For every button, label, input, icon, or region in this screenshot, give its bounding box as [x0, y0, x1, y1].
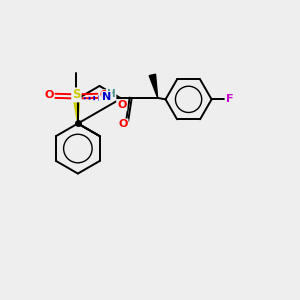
Text: H: H [107, 89, 116, 99]
Text: O: O [44, 90, 53, 100]
Text: S: S [72, 88, 81, 101]
Text: F: F [226, 94, 233, 104]
Polygon shape [73, 96, 80, 124]
Text: O: O [118, 119, 128, 129]
Text: O: O [117, 100, 127, 110]
Text: O: O [99, 90, 109, 100]
Text: N: N [102, 92, 111, 102]
Polygon shape [149, 74, 158, 98]
